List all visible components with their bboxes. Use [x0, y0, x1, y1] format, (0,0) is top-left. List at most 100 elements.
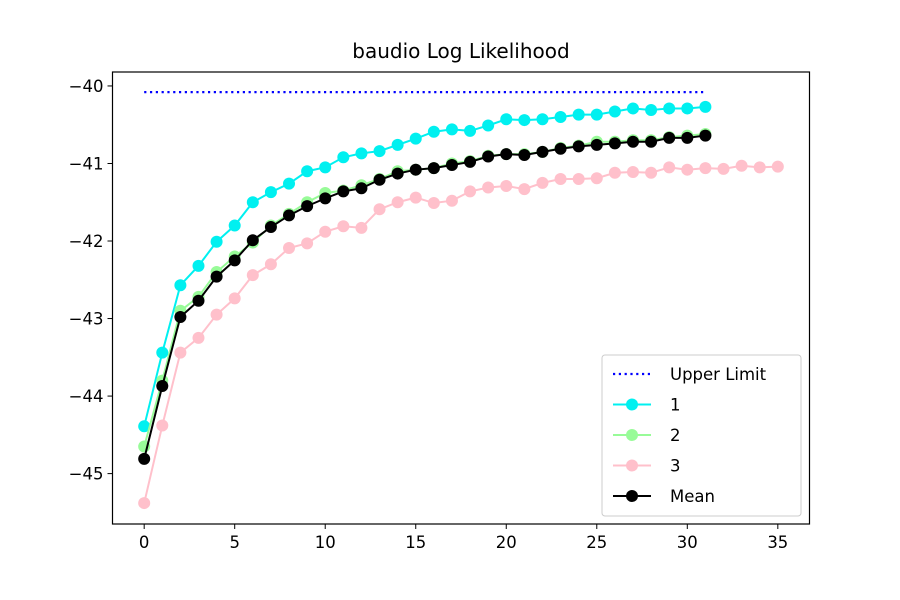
series-mean — [138, 129, 712, 465]
data-point — [355, 147, 368, 160]
data-point — [283, 209, 296, 222]
data-point — [156, 346, 169, 359]
data-point — [500, 113, 513, 126]
y-tick-label: −45 — [69, 465, 104, 484]
x-tick-label: 30 — [677, 533, 698, 552]
legend-swatch-marker — [626, 398, 638, 411]
x-tick-label: 10 — [315, 533, 336, 552]
data-point — [608, 137, 621, 150]
data-point — [210, 235, 223, 248]
legend-swatch-marker — [626, 459, 638, 472]
legend-label: 3 — [670, 457, 681, 476]
data-point — [536, 145, 549, 158]
data-point — [554, 142, 567, 155]
y-tick-label: −43 — [69, 310, 104, 329]
data-point — [536, 113, 549, 126]
data-point — [138, 452, 151, 465]
data-point — [699, 129, 712, 142]
y-tick-label: −44 — [69, 387, 104, 406]
data-point — [626, 135, 639, 148]
x-axis: 0 5 10 15 20 25 30 35 — [139, 524, 788, 552]
data-point — [373, 203, 386, 216]
data-point — [301, 200, 314, 213]
data-point — [518, 183, 531, 196]
data-point — [337, 151, 350, 164]
legend-swatch-marker — [626, 490, 638, 502]
legend: Upper Limit 1 2 3 Mean — [601, 354, 802, 517]
data-point — [500, 148, 513, 161]
legend-entry: Upper Limit — [613, 365, 767, 384]
data-point — [138, 497, 151, 510]
data-point — [427, 162, 440, 175]
data-point — [645, 103, 658, 116]
data-point — [192, 259, 205, 272]
data-point — [301, 165, 314, 178]
data-point — [536, 176, 549, 189]
data-point — [464, 185, 477, 198]
data-point — [409, 163, 422, 176]
legend-entry: 3 — [613, 457, 681, 476]
data-point — [427, 125, 440, 138]
data-point — [283, 177, 296, 190]
data-point — [572, 172, 585, 185]
data-point — [482, 150, 495, 163]
data-point — [554, 172, 567, 185]
data-point — [246, 234, 259, 247]
data-point — [138, 420, 151, 433]
legend-entry: Mean — [613, 487, 715, 506]
data-point — [626, 102, 639, 115]
chart-title: baudio Log Likelihood — [352, 39, 569, 63]
data-point — [156, 379, 169, 392]
data-point — [518, 114, 531, 127]
data-point — [427, 197, 440, 210]
data-point — [373, 145, 386, 158]
x-tick-label: 0 — [139, 533, 150, 552]
data-point — [391, 167, 404, 180]
data-point — [319, 225, 332, 238]
y-tick-label: −42 — [69, 232, 104, 251]
data-point — [301, 237, 314, 250]
data-point — [663, 131, 676, 144]
data-point — [409, 132, 422, 145]
data-point — [554, 110, 567, 123]
data-point — [608, 105, 621, 118]
data-point — [626, 166, 639, 179]
data-point — [699, 162, 712, 175]
data-point — [735, 159, 748, 172]
data-point — [355, 182, 368, 195]
legend-entry: 2 — [613, 426, 681, 445]
data-point — [681, 131, 694, 144]
data-point — [228, 254, 241, 267]
x-tick-label: 25 — [586, 533, 607, 552]
data-point — [663, 102, 676, 115]
data-point — [590, 172, 603, 185]
data-point — [192, 294, 205, 307]
data-point — [500, 179, 513, 192]
x-tick-label: 35 — [767, 533, 788, 552]
legend-label: 1 — [670, 396, 681, 415]
data-point — [572, 140, 585, 153]
data-point — [681, 102, 694, 115]
data-point — [409, 191, 422, 204]
data-point — [482, 119, 495, 132]
data-point — [572, 108, 585, 121]
data-point — [391, 138, 404, 151]
data-point — [445, 123, 458, 136]
data-point — [391, 196, 404, 209]
data-point — [246, 269, 259, 282]
legend-label: 2 — [670, 426, 681, 445]
data-point — [482, 181, 495, 194]
data-point — [264, 186, 277, 199]
data-point — [464, 155, 477, 168]
data-point — [699, 100, 712, 113]
data-point — [663, 161, 676, 174]
data-point — [156, 419, 169, 432]
data-point — [174, 310, 187, 323]
data-point — [608, 166, 621, 179]
y-axis: −45 −44 −43 −42 −41 −40 — [69, 77, 113, 484]
data-point — [717, 162, 730, 175]
series-3 — [138, 159, 784, 510]
data-point — [373, 173, 386, 186]
data-point — [319, 161, 332, 174]
